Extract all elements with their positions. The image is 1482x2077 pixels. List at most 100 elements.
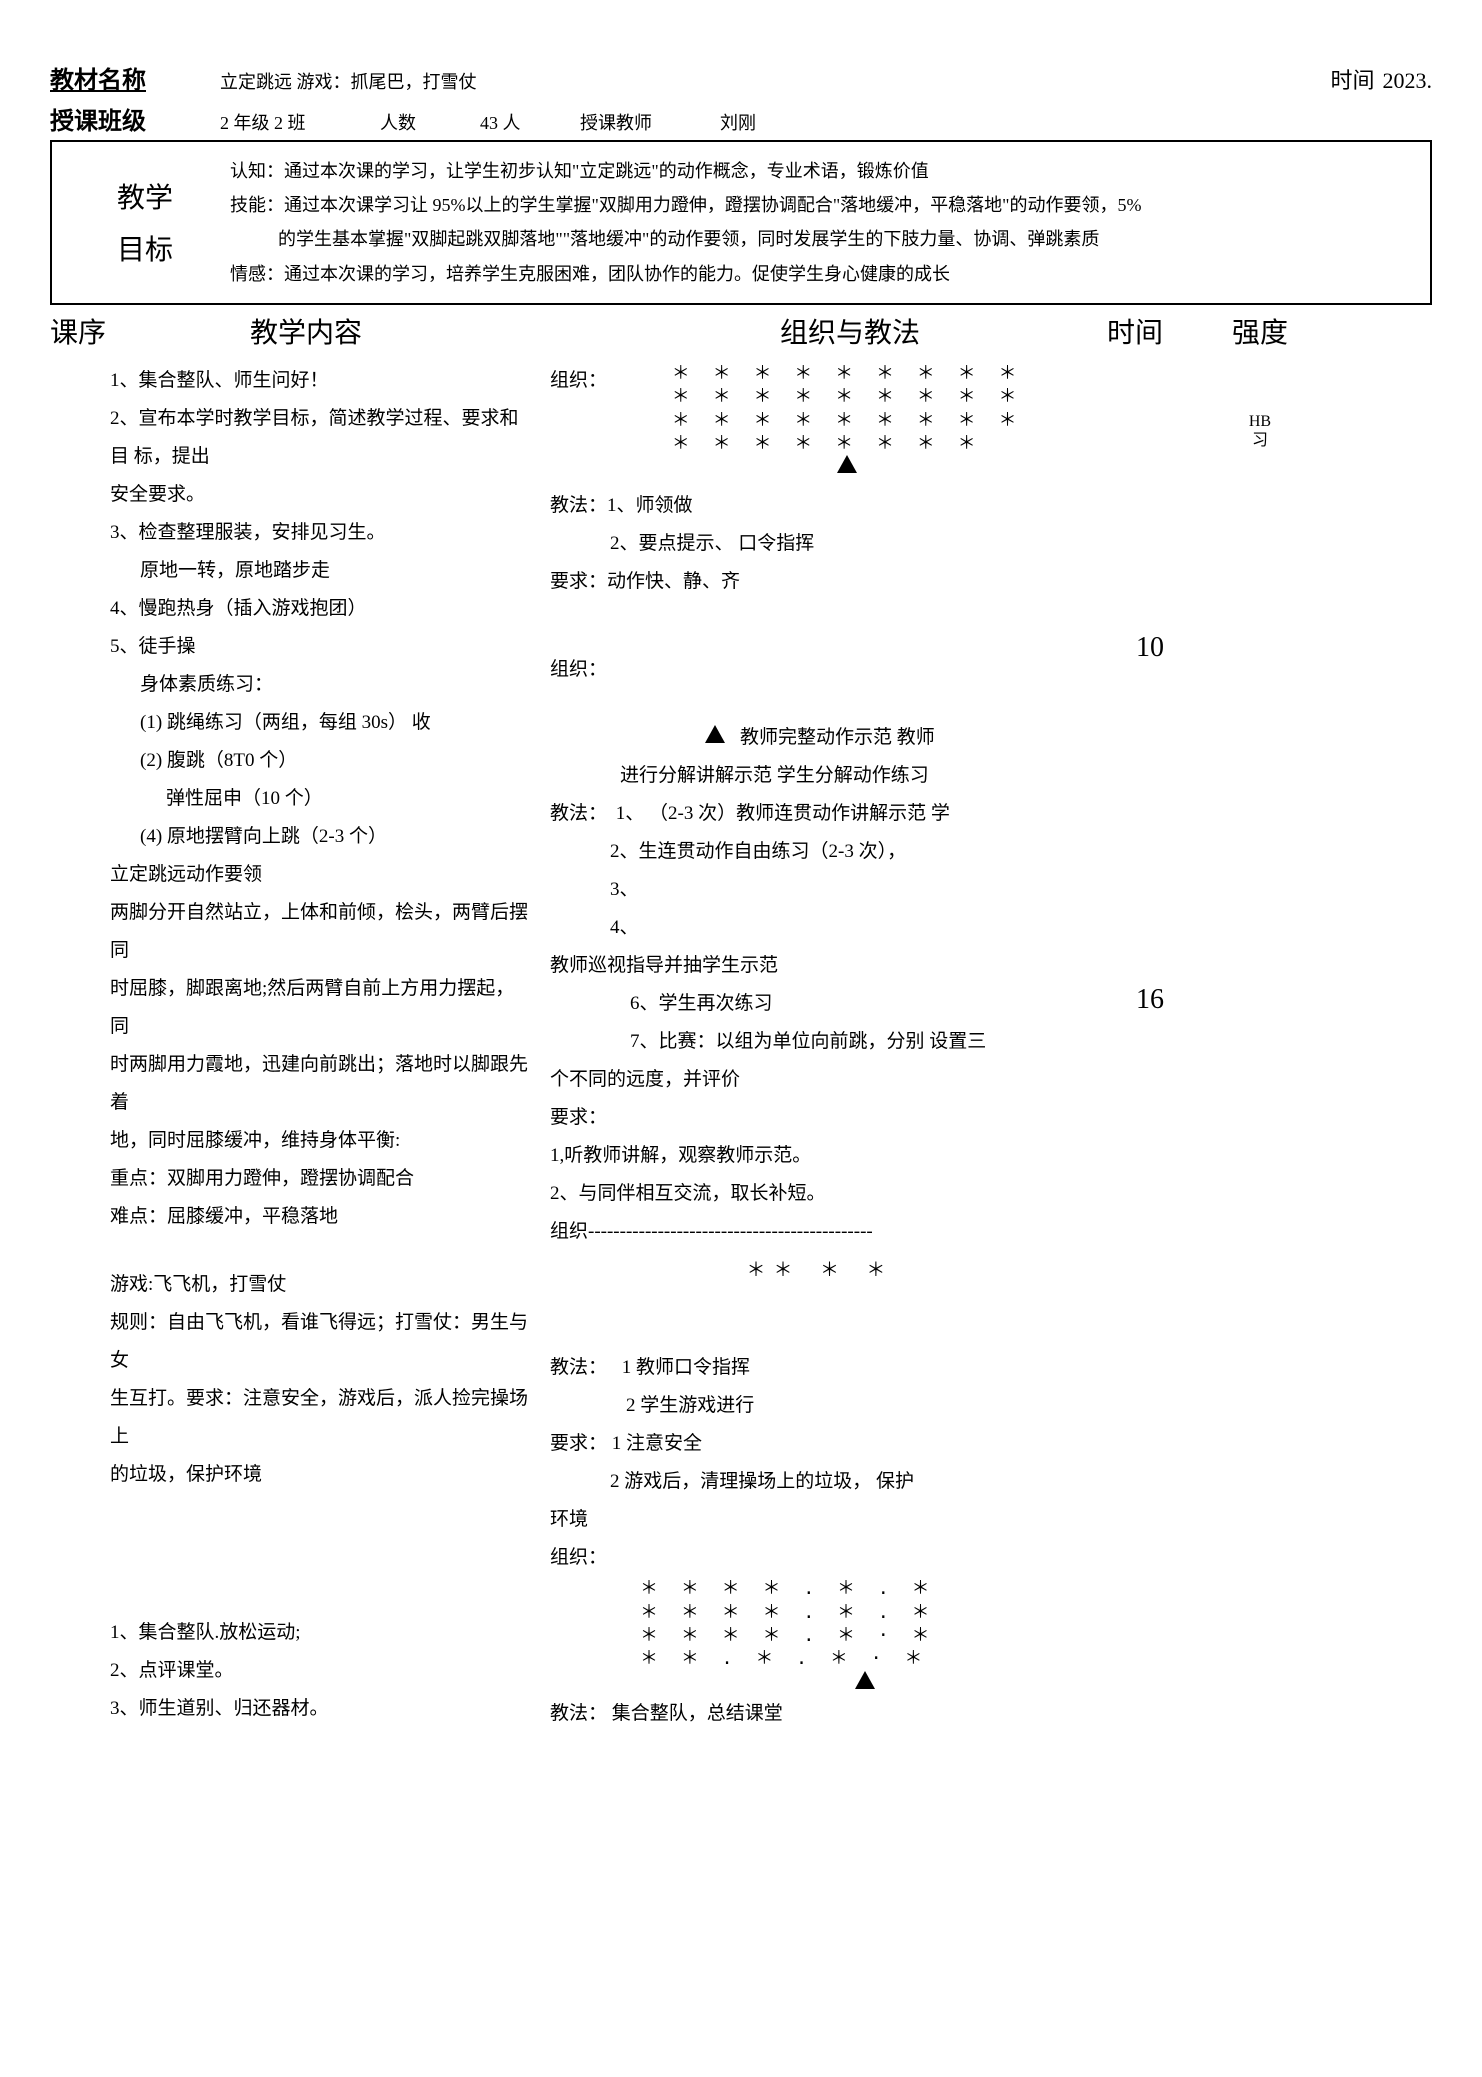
goal-box: 教学 目标 认知：通过本次课的学习，让学生初步认知"立定跳远"的动作概念，专业术… [50,142,1432,305]
sh-col-1: 课序 [50,311,140,351]
r-teach2-1: 1、 （2-3 次）教师连贯动作讲解示范 学 [616,803,950,824]
r-teach3-1: 1 教师口令指挥 [622,1357,750,1378]
l-game2: 生互打。要求：注意安全，游戏后，派人捡完操场上 [110,1380,530,1456]
header-row-1: 教材名称 立定跳远 游戏：抓尾巴，打雪仗 时间 2023. [50,60,1432,95]
r-teach2-4: 4、 [550,909,1090,947]
r-req2: 要求： [550,1099,1090,1137]
l-p2: 2、宣布本学时教学目标，简述教学过程、要求和目 标，提出 [110,400,530,476]
goal-line-2: 技能：通过本次课学习让 95%以上的学生掌握"双脚用力蹬伸，蹬摆协调配合"落地缓… [230,188,1422,222]
r-teach3-2: 2 学生游戏进行 [550,1387,1090,1425]
r-req3-block: 要求： 1 注意安全 [550,1425,1090,1463]
r-teach1: 教法：1、师领做 [550,487,1090,525]
time-label: 时间 [1330,63,1374,95]
l-pq2-t: 腹跳（8T0 个） [167,750,297,771]
r-teach2-3: 3、 [550,871,1090,909]
r-org4: 组织： [550,1547,607,1568]
triangle-icon-3 [855,1671,875,1689]
r-teach2-6: 6、学生再次练习 [550,985,1090,1023]
goal-line-4: 情感：通过本次课的学习，培养学生克服困难，团队协作的能力。促使学生身心健康的成长 [230,257,1422,291]
r-teach3-l: 教法： [550,1357,607,1378]
r-org2: 组织： [550,651,1090,689]
sh-col-3: 组织与教法 [640,311,1060,351]
l-game1: 规则：自由飞飞机，看谁飞得远；打雪仗：男生与女 [110,1304,530,1380]
teacher-label: 授课教师 [580,109,720,135]
r-teach1b: 2、要点提示、 口令指挥 [550,525,1090,563]
r-teach2-2: 2、生连贯动作自由练习（2-3 次）， [550,833,1090,871]
l-pq4-t: 原地摆臂向上跳（2-3 个） [167,826,387,847]
teacher-value: 刘刚 [720,109,860,135]
r-teach2-l: 教法： [550,803,607,824]
l-p1: 1、集合整队、师生问好！ [110,362,530,400]
l-diffpt: 难点：屈膝缓冲，平稳落地 [110,1198,530,1236]
star-formation-4: ＊ ＊ ＊ ＊ . ＊ . ＊ ＊ ＊ ＊ ＊ . ＊ . ＊ ＊ ＊ ＊ ＊ … [640,1577,1090,1695]
r-teach2-5: 教师巡视指导并抽学生示范 [550,947,1090,985]
r-req1: 要求：动作快、静、齐 [550,563,1090,601]
l-end1: 1、集合整队.放松运动; [110,1614,530,1652]
goal-label-1: 教学 [60,176,230,216]
material-label: 教材名称 [50,60,220,95]
l-pq3: 弹性屈申（10 个） [110,780,530,818]
stars4b: ＊ ＊ ＊ ＊ . ＊ . ＊ [640,1601,1090,1624]
r-org4-row: 组织： [550,1539,1090,1577]
col-organization-method: 组织： ＊ ＊ ＊ ＊ ＊ ＊ ＊ ＊ ＊ ＊ ＊ ＊ ＊ ＊ ＊ ＊ ＊ ＊ … [550,362,1090,1734]
l-pq1-t: 跳绳练习（两组，每组 30s） 收 [167,712,431,733]
time-1: 10 [1090,632,1210,664]
r-teach2a: 教师完整动作示范 教师 [740,727,935,748]
time-value: 2023. [1383,68,1433,94]
material-value: 立定跳远 游戏：抓尾巴，打雪仗 [220,68,870,94]
l-game3: 的垃圾，保护环境 [110,1456,530,1494]
star-formation-1: ＊ ＊ ＊ ＊ ＊ ＊ ＊ ＊ ＊ ＊ ＊ ＊ ＊ ＊ ＊ ＊ ＊ ＊ ＊ ＊ … [672,362,1023,480]
header-row-2: 授课班级 2 年级 2 班 人数 43 人 授课教师 刘刚 [50,101,1432,142]
col-time: 10 16 [1090,362,1210,1734]
l-pq1-n: (1) [140,712,162,733]
l-pq2-n: (2) [140,750,162,771]
r-org1: 组织： [550,362,607,400]
l-p5: 5、徒手操 [110,628,530,666]
r-req3-1: 1 注意安全 [612,1433,702,1454]
r-teach2-block: 教法： 1、 （2-3 次）教师连贯动作讲解示范 学 [550,795,1090,833]
r-req2a: 1,听教师讲解，观察教师示范。 [550,1137,1090,1175]
r-org3: 组织--------------------------------------… [550,1213,1090,1251]
class-label: 授课班级 [50,101,220,136]
l-tech1: 两脚分开自然站立，上体和前倾，桧头，两臂后摆同 [110,894,530,970]
stars4c: ＊ ＊ ＊ ＊ . ＊ · ＊ [640,1624,1090,1647]
l-p4: 4、慢跑热身（插入游戏抱团） [110,590,530,628]
stars1a: ＊ ＊ ＊ ＊ ＊ ＊ ＊ ＊ ＊ [672,362,1023,385]
r-teach2b: 进行分解讲解示范 学生分解动作练习 [550,757,1090,795]
goal-line-1: 认知：通过本次课的学习，让学生初步认知"立定跳远"的动作概念，专业术语，锻炼价值 [230,154,1422,188]
l-tech3: 时两脚用力霞地，迅建向前跳出；落地时以脚跟先着 [110,1046,530,1122]
r-teach2-7b: 个不同的远度，并评价 [550,1061,1090,1099]
r-teach3-block: 教法： 1 教师口令指挥 [550,1349,1090,1387]
l-game-h: 游戏:飞飞机，打雪仗 [110,1266,530,1304]
sh-col-2: 教学内容 [140,311,640,351]
l-p3b: 原地一转，原地踏步走 [110,552,530,590]
count-value: 43 人 [480,109,580,135]
l-p2b: 安全要求。 [110,476,530,514]
goal-content: 认知：通过本次课的学习，让学生初步认知"立定跳远"的动作概念，专业术语，锻炼价值… [230,154,1422,291]
r-req2b: 2、与同伴相互交流，取长补短。 [550,1175,1090,1213]
r-teach2-7: 7、比赛：以组为单位向前跳，分别 设置三 [550,1023,1090,1061]
l-pq4-row: (4) 原地摆臂向上跳（2-3 个） [110,818,530,856]
stars1c: ＊ ＊ ＊ ＊ ＊ ＊ ＊ ＊ ＊ [672,409,1023,432]
goal-line-3: 的学生基本掌握"双脚起跳双脚落地""落地缓冲"的动作要领，同时发展学生的下肢力量… [230,222,1422,256]
l-p3: 3、检查整理服装，安排见习生。 [110,514,530,552]
count-label: 人数 [380,109,480,135]
triangle-row: 教师完整动作示范 教师 [550,719,1090,757]
class-value: 2 年级 2 班 [220,109,380,135]
triangle-icon [837,455,857,473]
stars4a: ＊ ＊ ＊ ＊ . ＊ . ＊ [640,1577,1090,1600]
stars1b: ＊ ＊ ＊ ＊ ＊ ＊ ＊ ＊ ＊ [672,385,1023,408]
l-pq4-n: (4) [140,826,162,847]
l-tech2: 时屈膝，脚跟离地;然后两臂自前上方用力摆起，同 [110,970,530,1046]
r-stars3: ＊＊ ＊ ＊ [550,1251,1090,1289]
sh-col-4: 时间 [1060,311,1210,351]
goal-label: 教学 目标 [60,154,230,291]
col-teaching-content: 1、集合整队、师生问好！ 2、宣布本学时教学目标，简述教学过程、要求和目 标，提… [110,362,550,1734]
triangle-icon-2 [705,725,725,743]
l-pq1-row: (1) 跳绳练习（两组，每组 30s） 收 [110,704,530,742]
col-intensity: HB 习 [1210,362,1310,1734]
goal-label-2: 目标 [60,228,230,268]
l-tech-h: 立定跳远动作要领 [110,856,530,894]
l-end3: 3、师生道别、归还器材。 [110,1690,530,1728]
intensity-label: HB 习 [1210,412,1310,450]
